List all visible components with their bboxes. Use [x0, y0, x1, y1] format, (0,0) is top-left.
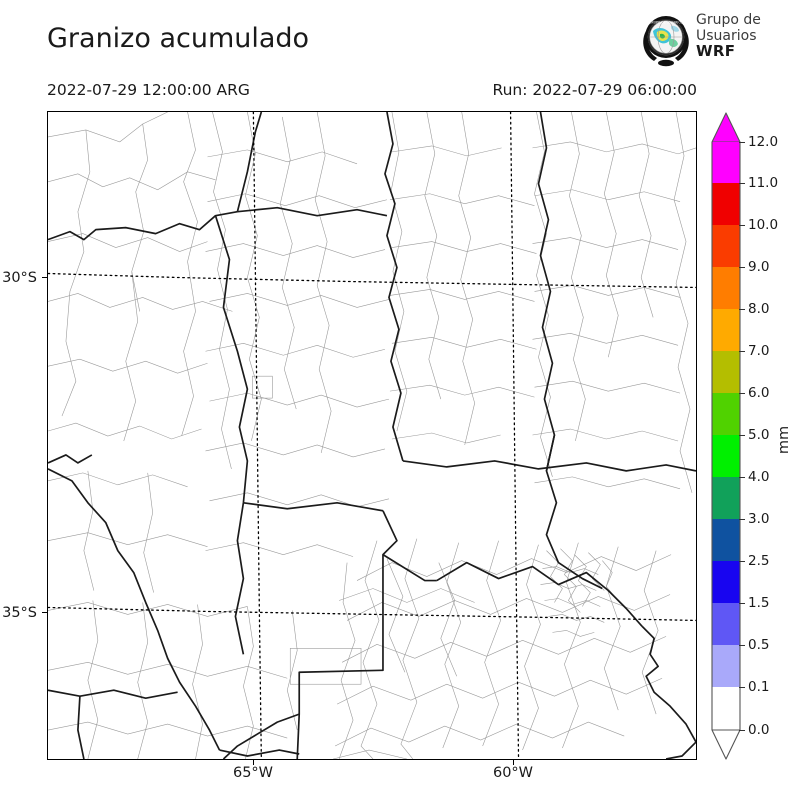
- gridline-lat: [48, 272, 696, 289]
- globe-emblem-icon: GRUPO DE USUARIOS: [638, 12, 694, 68]
- colorbar-tick: [739, 645, 745, 647]
- colorbar-label-5: 5.0: [748, 427, 770, 443]
- axis-label-lon-65w: 65°W: [232, 765, 274, 781]
- colorbar-label-7: 7.0: [748, 343, 770, 359]
- colorbar-tick: [739, 267, 745, 269]
- colorbar-tick: [739, 519, 745, 521]
- colorbar-tick: [739, 561, 745, 563]
- logo-line-1: Grupo de: [696, 12, 761, 28]
- colorbar-tick: [739, 687, 745, 689]
- colorbar-tick: [739, 142, 745, 144]
- colorbar-unit-label: mm: [776, 425, 793, 455]
- colorbar-label-3: 3.0: [748, 511, 770, 527]
- colorbar-label-0p1: 0.1: [748, 679, 770, 695]
- axis-label-lat-35s: 35°S: [2, 605, 37, 621]
- colorbar[interactable]: [711, 111, 741, 761]
- graticule-gridlines: [48, 112, 696, 759]
- axis-tick-lat-35s: [42, 612, 47, 614]
- province-boundaries: [48, 112, 696, 759]
- axis-tick-lon-65w: [253, 760, 255, 765]
- logo-text-block: Grupo de Usuarios WRF: [696, 12, 796, 60]
- axis-label-lon-60w: 60°W: [492, 765, 534, 781]
- colorbar-label-1p5: 1.5: [748, 595, 770, 611]
- wrf-user-group-logo: GRUPO DE USUARIOS Grupo de Usuarios WRF: [638, 12, 798, 70]
- valid-time-label: 2022-07-29 12:00:00 ARG: [47, 81, 250, 99]
- map-plot-area[interactable]: [47, 111, 697, 760]
- colorbar-tick: [739, 435, 745, 437]
- axis-label-lat-30s: 30°S: [2, 270, 37, 286]
- map-geography: [48, 112, 696, 759]
- gridline-lat: [48, 606, 696, 622]
- page-title: Granizo acumulado: [47, 23, 310, 54]
- gridline-lon: [509, 112, 520, 759]
- colorbar-label-0p5: 0.5: [748, 637, 770, 653]
- colorbar-label-4: 4.0: [748, 469, 770, 485]
- colorbar-label-12: 12.0: [748, 134, 779, 150]
- colorbar-label-8: 8.0: [748, 301, 770, 317]
- colorbar-label-2p5: 2.5: [748, 553, 770, 569]
- logo-line-2: Usuarios: [696, 27, 757, 44]
- colorbar-tick: [739, 351, 745, 353]
- colorbar-tick: [739, 393, 745, 395]
- department-boundaries: [48, 112, 696, 759]
- colorbar-tick: [739, 603, 745, 605]
- svg-text:GRUPO DE USUARIOS: GRUPO DE USUARIOS: [649, 21, 683, 25]
- axis-tick-lat-30s: [42, 277, 47, 279]
- colorbar-gradient: [711, 112, 741, 760]
- colorbar-tick: [739, 730, 745, 732]
- colorbar-label-11: 11.0: [748, 175, 779, 191]
- colorbar-label-9: 9.0: [748, 259, 770, 275]
- colorbar-tick: [739, 309, 745, 311]
- colorbar-tick: [739, 225, 745, 227]
- run-time-label: Run: 2022-07-29 06:00:00: [492, 81, 698, 99]
- axis-tick-lon-60w: [513, 760, 515, 765]
- colorbar-tick: [739, 477, 745, 479]
- colorbar-label-0p0: 0.0: [748, 722, 770, 738]
- colorbar-label-10: 10.0: [748, 217, 779, 233]
- colorbar-label-6: 6.0: [748, 385, 770, 401]
- colorbar-tick: [739, 183, 745, 185]
- logo-line-3: WRF: [696, 42, 736, 60]
